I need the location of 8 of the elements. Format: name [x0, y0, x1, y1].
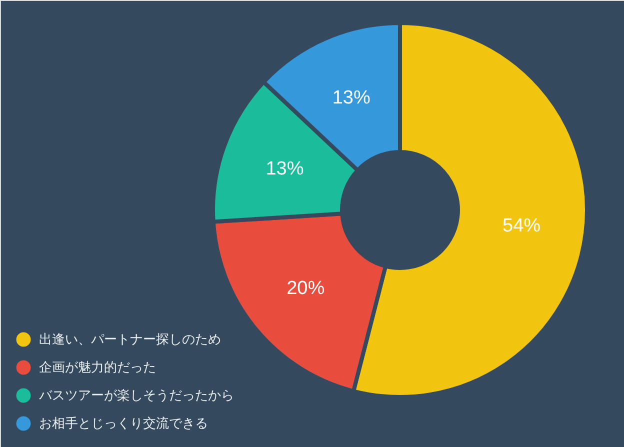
data-label: 20%	[286, 278, 325, 300]
legend-label: 企画が魅力的だった	[39, 360, 156, 374]
data-label: 54%	[502, 215, 541, 236]
data-label: 13%	[266, 158, 304, 180]
legend-label: バスツアーが楽しそうだったから	[38, 388, 234, 402]
legend-label: 出逢い、パートナー探しのため	[39, 332, 221, 346]
legend-label: お相手とじっくり交流できる	[39, 416, 208, 430]
data-label: 13%	[332, 88, 370, 109]
